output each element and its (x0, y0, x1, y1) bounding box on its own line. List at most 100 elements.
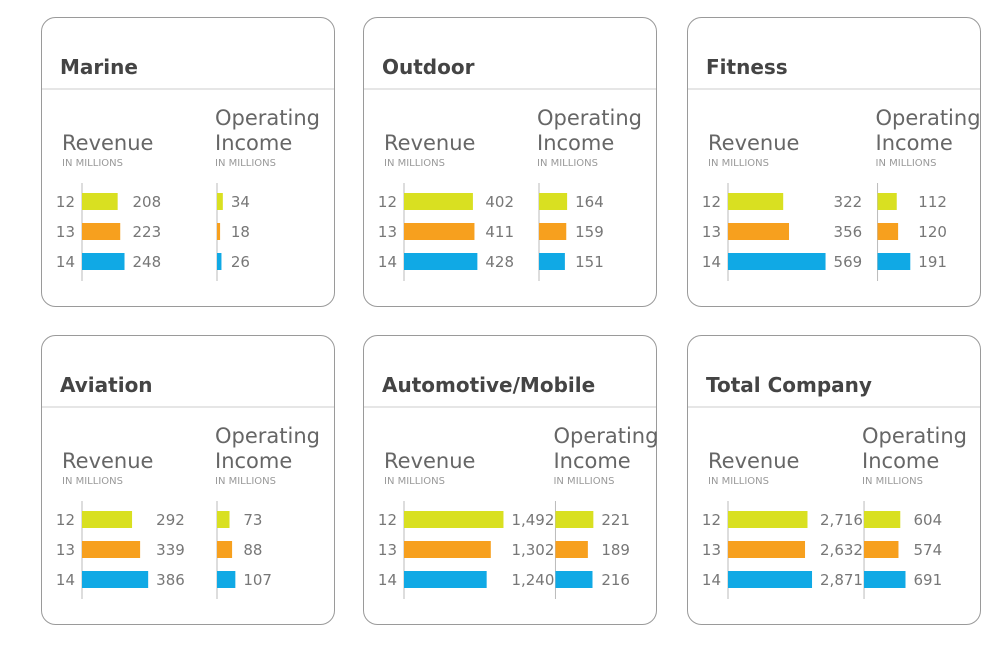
value-label: 18 (230, 223, 250, 241)
category-label: 14 (55, 253, 75, 271)
bar (82, 511, 133, 528)
series-unit: IN MILLIONS (708, 476, 769, 487)
bar (217, 511, 230, 528)
value-label: 191 (918, 253, 947, 271)
value-label: 189 (601, 541, 630, 559)
bar (555, 511, 594, 528)
value-label: 691 (913, 571, 943, 589)
value-label: 2,632 (820, 541, 863, 559)
bar (877, 253, 911, 270)
category-label: 13 (377, 223, 397, 241)
value-label: 569 (833, 253, 863, 271)
bar (217, 571, 236, 588)
bar (539, 253, 565, 270)
series-name: Revenue (384, 449, 476, 473)
category-label: 12 (377, 511, 397, 529)
value-label: 216 (601, 571, 630, 589)
bar (217, 193, 223, 210)
category-label: 14 (55, 571, 75, 589)
series-name: Operating Income (875, 106, 981, 155)
value-label: 151 (575, 253, 604, 271)
bar (217, 223, 221, 240)
value-label: 402 (485, 193, 514, 211)
bar (404, 193, 473, 210)
value-label: 386 (156, 571, 185, 589)
value-label: 107 (243, 571, 272, 589)
value-label: 34 (230, 193, 250, 211)
series-name: Operating Income (215, 106, 320, 155)
bar (728, 571, 813, 588)
panel-title: Automotive/Mobile (382, 373, 596, 397)
value-label: 292 (156, 511, 185, 529)
series-unit: IN MILLIONS (862, 476, 923, 487)
bar (864, 511, 901, 528)
series-name: Operating Income (537, 106, 642, 155)
series-name: Revenue (62, 131, 154, 155)
bar (404, 223, 475, 240)
panel-title: Fitness (706, 55, 788, 79)
series-name: Revenue (708, 131, 800, 155)
bar (539, 193, 568, 210)
value-label: 248 (132, 253, 162, 271)
series-name: Operating Income (215, 424, 320, 473)
value-label: 356 (833, 223, 863, 241)
panel-title: Aviation (60, 373, 153, 397)
value-label: 2,716 (820, 511, 863, 529)
series-name: Revenue (62, 449, 154, 473)
value-label: 322 (833, 193, 863, 211)
value-label: 112 (918, 193, 947, 211)
bar (728, 253, 826, 270)
bar (877, 193, 897, 210)
bar (728, 511, 808, 528)
series-unit: IN MILLIONS (553, 476, 615, 487)
category-label: 13 (701, 223, 721, 241)
category-label: 14 (701, 253, 721, 271)
bar (404, 541, 491, 558)
category-label: 13 (701, 541, 721, 559)
bar (877, 223, 899, 240)
category-label: 12 (701, 511, 721, 529)
value-label: 73 (243, 511, 263, 529)
value-label: 1,492 (511, 511, 555, 529)
panel-title: Outdoor (382, 55, 475, 79)
bar (217, 253, 222, 270)
series-unit: IN MILLIONS (384, 476, 445, 487)
panel-title: Marine (60, 55, 138, 79)
value-label: 1,302 (511, 541, 555, 559)
bar (864, 571, 906, 588)
category-label: 13 (55, 541, 75, 559)
category-label: 14 (377, 571, 397, 589)
series-unit: IN MILLIONS (215, 158, 276, 169)
value-label: 26 (230, 253, 250, 271)
value-label: 2,871 (820, 571, 863, 589)
value-label: 164 (575, 193, 604, 211)
value-label: 120 (918, 223, 947, 241)
category-label: 12 (377, 193, 397, 211)
series-unit: IN MILLIONS (62, 476, 123, 487)
bar (728, 541, 806, 558)
value-label: 339 (156, 541, 185, 559)
bar (404, 253, 478, 270)
series-unit: IN MILLIONS (875, 158, 937, 169)
value-label: 428 (485, 253, 514, 271)
value-label: 604 (913, 511, 943, 529)
value-label: 208 (132, 193, 162, 211)
panel-title: Total Company (706, 373, 872, 397)
series-name: Operating Income (553, 424, 659, 473)
bar (555, 571, 593, 588)
value-label: 574 (913, 541, 943, 559)
category-label: 13 (55, 223, 75, 241)
category-label: 14 (701, 571, 721, 589)
bar (864, 541, 899, 558)
bar (82, 253, 125, 270)
series-unit: IN MILLIONS (708, 158, 769, 169)
value-label: 1,240 (511, 571, 555, 589)
series-name: Revenue (708, 449, 800, 473)
category-label: 13 (377, 541, 397, 559)
category-label: 12 (55, 193, 75, 211)
series-unit: IN MILLIONS (62, 158, 123, 169)
bar (728, 193, 784, 210)
value-label: 221 (601, 511, 630, 529)
series-name: Operating Income (862, 424, 968, 473)
